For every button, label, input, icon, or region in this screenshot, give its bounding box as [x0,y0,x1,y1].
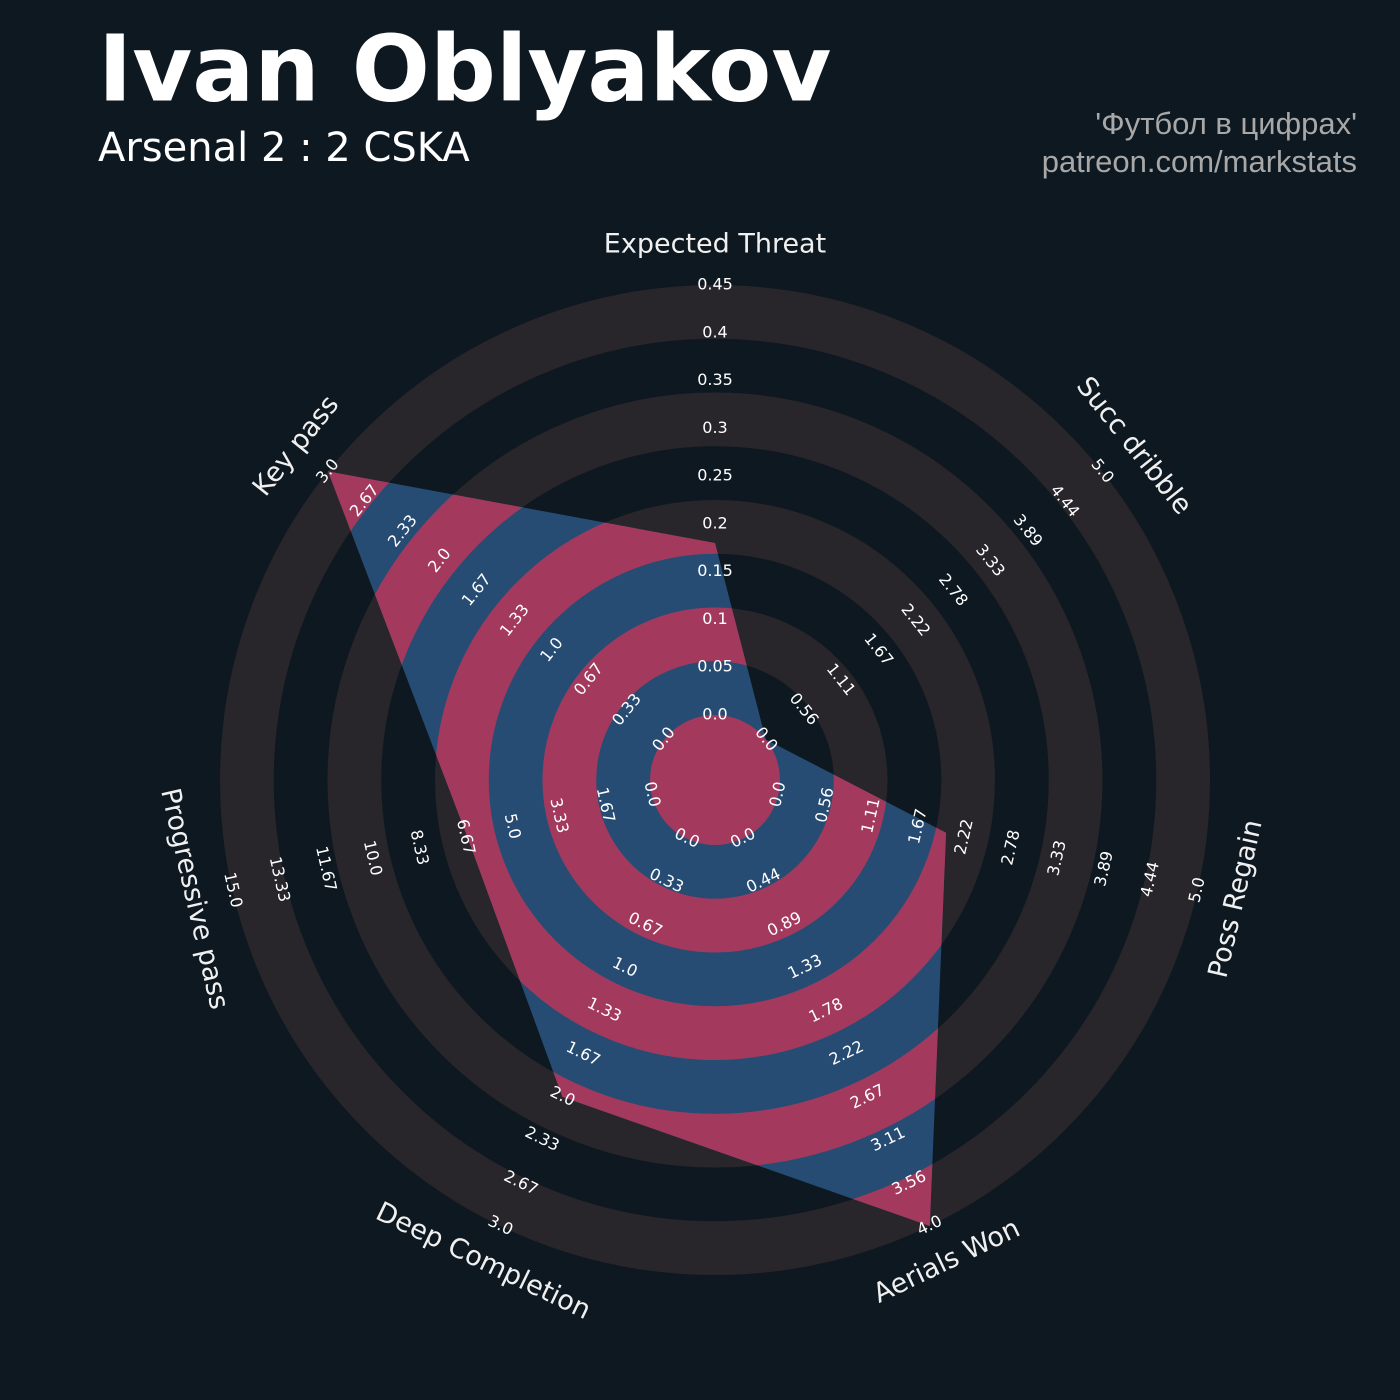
chart-title: Ivan Oblyakov [98,15,831,122]
tick-label: 0.0 [702,705,727,724]
center-circle [650,715,780,845]
tick-label: 0.25 [697,466,733,485]
tick-label: 0.05 [697,657,733,676]
ring [220,285,1210,1275]
tick-label: 0.15 [697,561,733,580]
tick-label: 0.35 [697,370,733,389]
credit: patreon.com/markstats [1042,144,1357,179]
tick-label: 0.2 [702,513,727,532]
tick-label: 0.3 [702,418,727,437]
axis-label: Expected Threat [604,229,826,260]
chart-subtitle: Arsenal 2 : 2 CSKA [98,125,470,171]
tick-label: 0.1 [702,609,727,628]
tick-label: 0.45 [697,275,733,294]
credit: 'Футбол в цифрах' [1095,106,1357,141]
tick-label: 0.4 [702,322,727,341]
